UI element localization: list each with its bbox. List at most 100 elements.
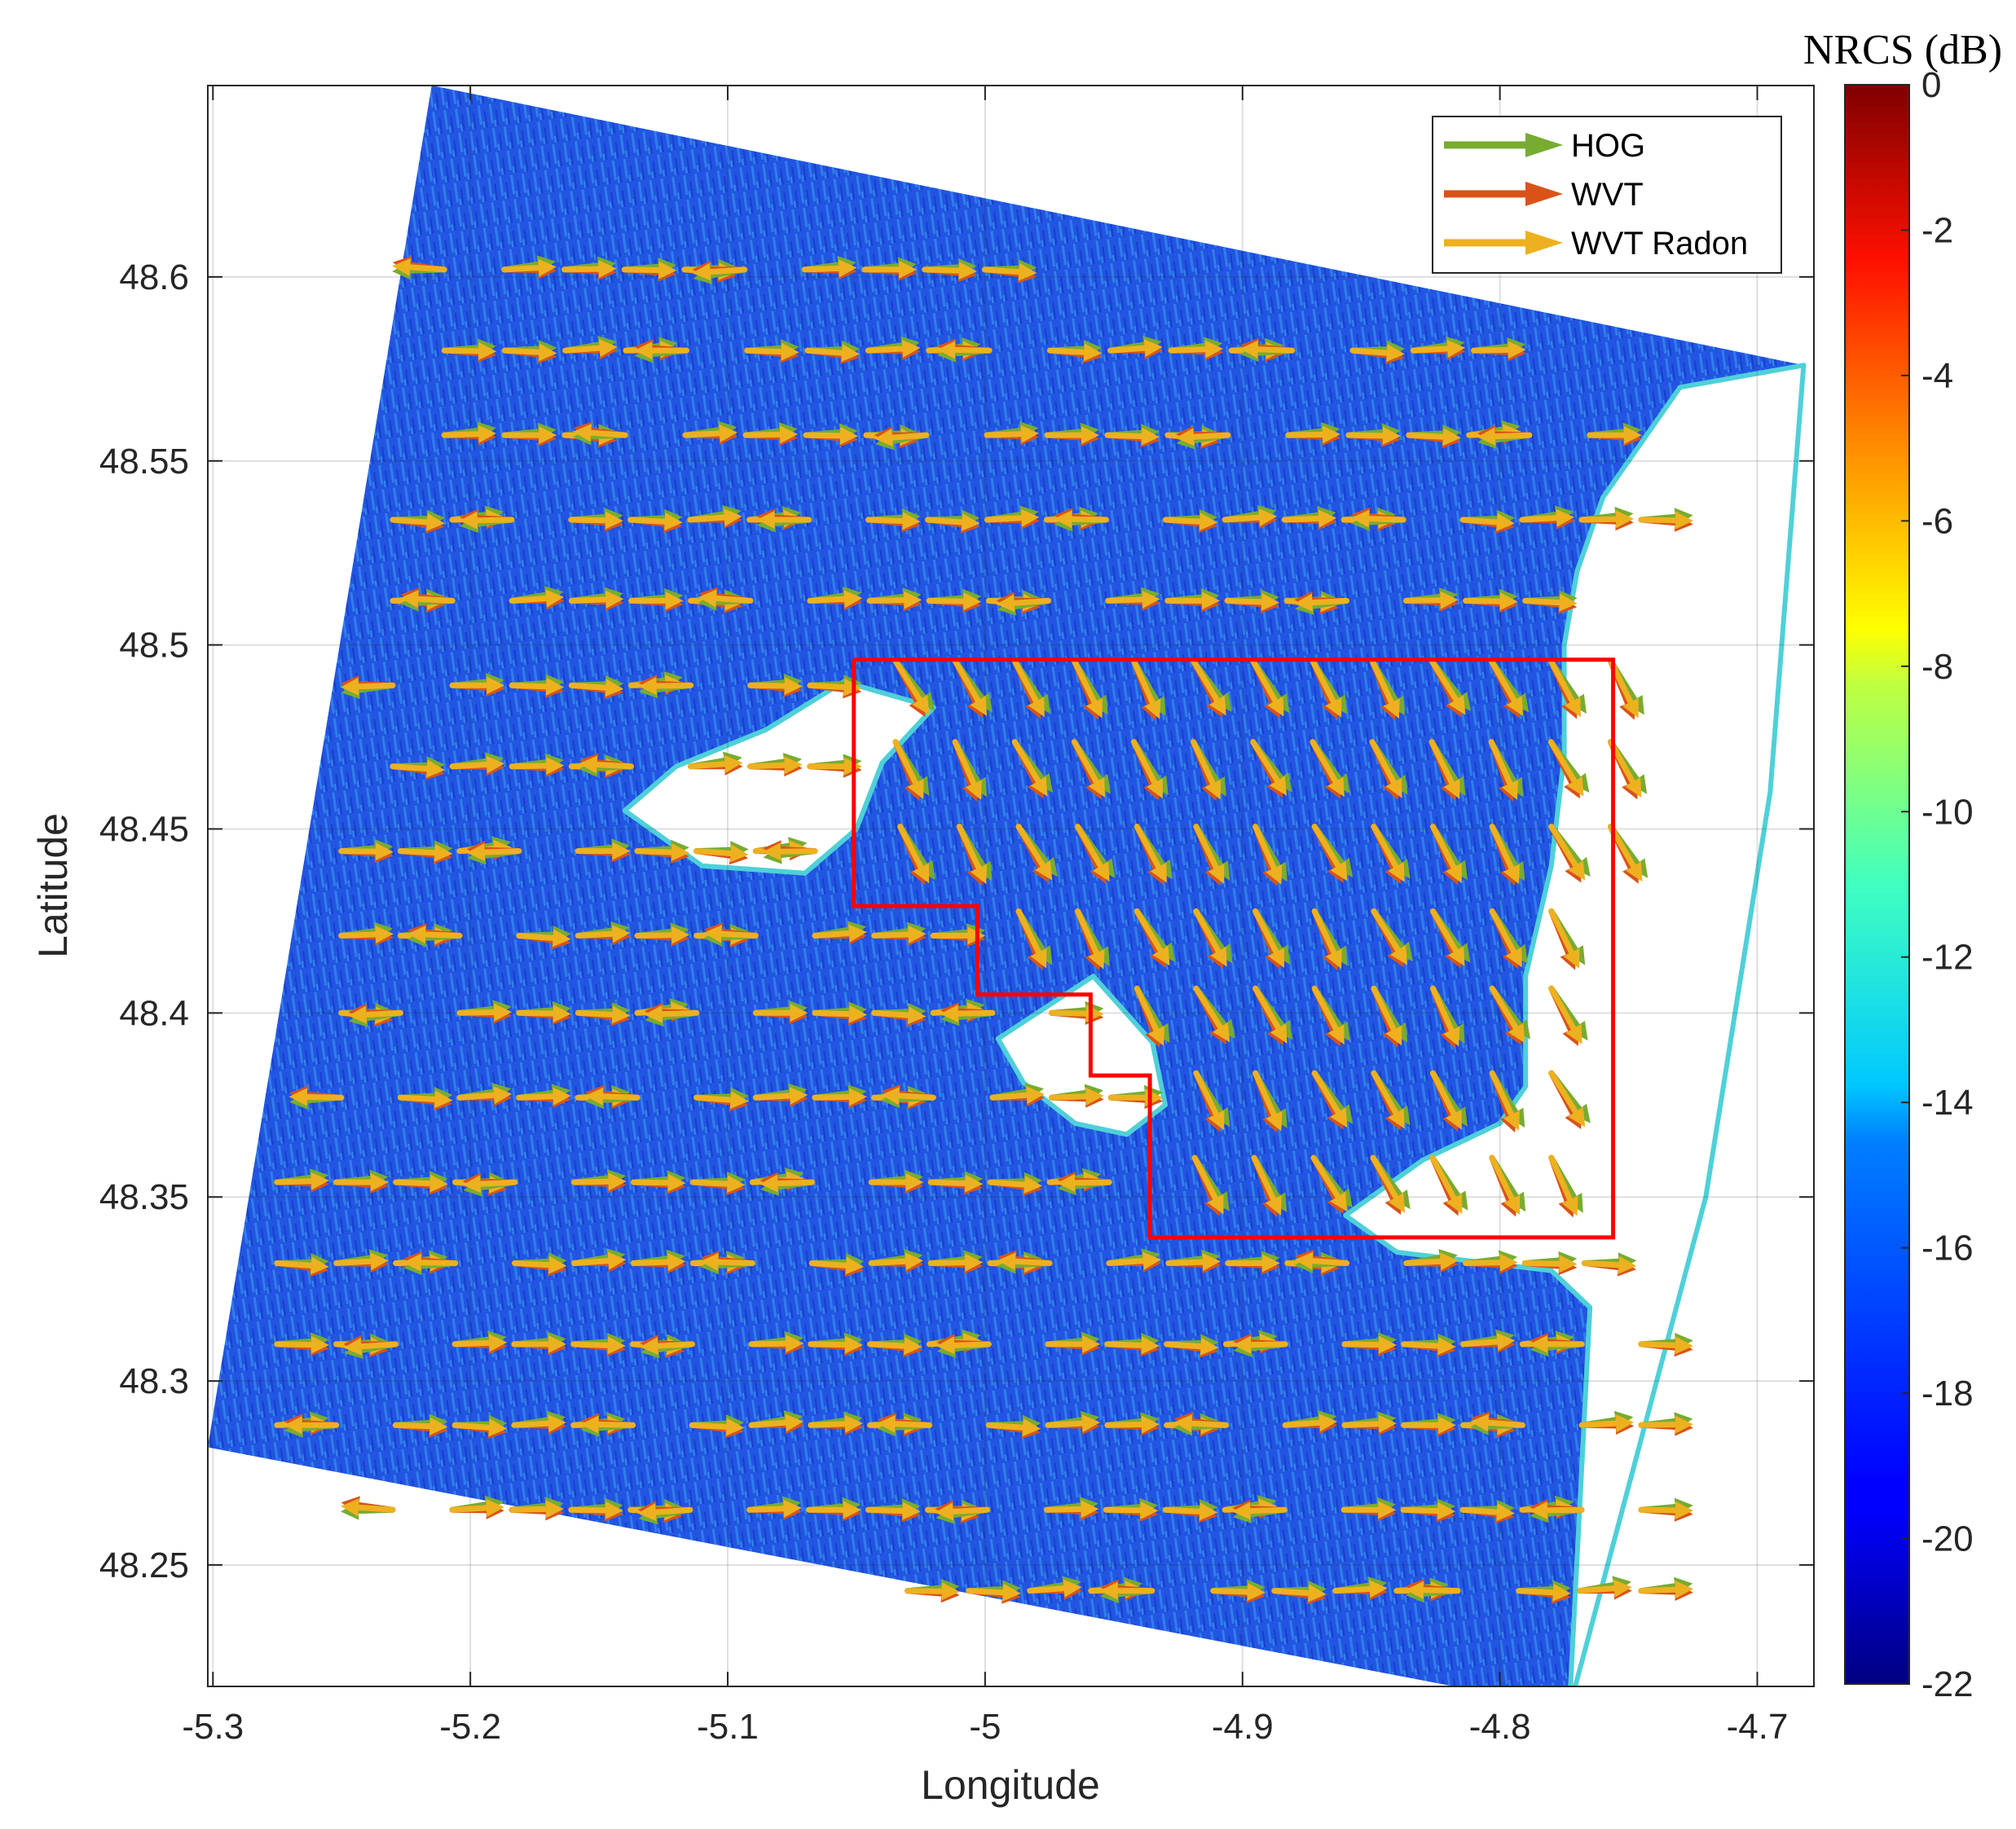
- vector-arrow-wvt-radon-shaft: [333, 1258, 374, 1266]
- vector-arrow-wvt-radon-head: [845, 1256, 865, 1275]
- vector-arrow-wvt-radon: [1340, 1501, 1397, 1519]
- vector-arrow-wvt-radon-head: [545, 677, 565, 696]
- vector-arrow-wvt-radon-shaft: [867, 1341, 908, 1349]
- vector-arrow-wvt-radon: [1547, 657, 1581, 718]
- vector-arrow-wvt-radon: [808, 1256, 865, 1275]
- vector-arrow-wvt-radon: [1577, 1579, 1632, 1598]
- vector-arrow-wvt-radon-head: [1530, 1501, 1548, 1519]
- vector-arrow-wvt-radon-shaft: [1638, 1341, 1679, 1348]
- vector-arrow-wvt-radon-head: [1566, 776, 1584, 797]
- vector-arrow-wvt-radon: [568, 679, 624, 697]
- vector-arrow-wvt-radon-shaft: [304, 1094, 345, 1101]
- vector-arrow-wvt-radon-head: [1266, 1110, 1283, 1132]
- vector-arrow-wvt-radon-shaft: [777, 848, 818, 855]
- vector-arrow-wvt-radon: [1530, 1334, 1585, 1353]
- vector-arrow-wvt-radon-shaft: [1310, 1258, 1350, 1266]
- vector-arrow-wvt-radon: [1015, 908, 1047, 969]
- vector-arrow-wvt-radon: [1107, 339, 1163, 358]
- vector-arrow-wvt-radon-shaft: [985, 1422, 1026, 1431]
- vector-arrow-wvt-radon-head: [786, 1334, 804, 1353]
- vector-arrow-wvt-radon-head: [1446, 863, 1462, 884]
- vector-arrow-wvt-radon-head: [341, 1498, 359, 1517]
- vector-arrow-wvt-radon-head: [611, 1005, 631, 1024]
- vector-arrow-wvt-radon-head: [848, 924, 867, 943]
- vector-arrow-wvt-radon: [1252, 824, 1283, 885]
- vector-arrow-wvt-radon: [752, 1087, 808, 1105]
- vector-arrow-wvt-radon-shaft: [588, 429, 628, 438]
- vector-arrow-wvt-radon-head: [1625, 777, 1642, 798]
- vector-arrow-wvt-radon: [640, 1337, 695, 1356]
- vector-arrow-wvt-radon-head: [1388, 1193, 1405, 1213]
- vector-arrow-wvt-radon-shaft: [966, 1588, 1006, 1596]
- vector-arrow-wvt-radon: [398, 843, 453, 862]
- vector-arrow-wvt-radon: [1011, 739, 1048, 797]
- vector-arrow-wvt-radon-shaft: [1522, 597, 1563, 606]
- vector-arrow-wvt-radon-head: [1559, 1255, 1578, 1273]
- vector-arrow-wvt-radon-shaft: [1341, 1421, 1382, 1428]
- vector-arrow-wvt-radon: [274, 1335, 329, 1354]
- vector-arrow-wvt-radon: [1548, 985, 1582, 1044]
- vector-arrow-wvt-radon-head: [1022, 1418, 1041, 1437]
- vector-arrow-wvt-radon-shaft: [682, 430, 723, 438]
- vector-field: [274, 255, 1693, 1605]
- vector-arrow-wvt-radon-head: [1294, 1251, 1314, 1270]
- vector-arrow-wvt-radon: [1349, 344, 1405, 363]
- vector-arrow-wvt-radon: [1522, 593, 1578, 612]
- vector-arrow-wvt-radon-shaft: [1071, 657, 1098, 706]
- vector-arrow-wvt-radon-shaft: [1162, 517, 1203, 525]
- vector-arrow-wvt-radon-shaft: [952, 739, 977, 787]
- legend-entry: WVT Radon: [1444, 226, 1748, 262]
- colorbar: NRCS (dB) 0 -2 -4 -6 -8 -10 -12 -14 -16 -18 -20 -22: [1803, 27, 2002, 1704]
- vector-arrow-wvt-radon-shaft: [1107, 345, 1148, 354]
- legend-swatch-head: [1525, 133, 1563, 157]
- vector-arrow-wvt-radon: [803, 426, 858, 445]
- vector-arrow-wvt-radon-shaft: [746, 1506, 787, 1513]
- vector-arrow-wvt-radon: [1371, 985, 1402, 1046]
- vector-arrow-wvt-radon: [398, 1090, 453, 1109]
- vector-arrow-wvt-radon: [922, 262, 977, 280]
- vector-arrow-wvt-radon: [1057, 1173, 1112, 1192]
- vector-arrow-wvt-radon-shaft: [1430, 824, 1457, 870]
- vector-arrow-wvt-radon-head: [548, 1414, 566, 1433]
- vector-arrow-wvt-radon-shaft: [693, 848, 734, 856]
- vector-arrow-wvt-radon-shaft: [1430, 1070, 1457, 1117]
- vector-arrow-wvt-radon-shaft: [982, 266, 1022, 275]
- vector-arrow-wvt-radon-head: [997, 1252, 1016, 1271]
- vector-arrow-wvt-radon: [1071, 739, 1106, 798]
- y-tick-label: 48.5: [119, 626, 189, 666]
- sar-texture: [208, 86, 1804, 1686]
- vector-arrow-wvt-radon-head: [907, 1006, 927, 1025]
- vector-arrow-wvt-radon-shaft: [502, 347, 542, 355]
- vector-arrow-wvt-radon-head: [664, 512, 683, 531]
- vector-arrow-wvt-radon-head: [665, 591, 684, 610]
- vector-arrow-wvt-radon: [508, 757, 565, 775]
- vector-arrow-wvt-radon: [1027, 1579, 1082, 1598]
- vector-arrow-wvt-radon-head: [848, 1005, 867, 1023]
- vector-arrow-wvt-radon: [390, 759, 445, 778]
- vector-arrow-wvt-radon: [756, 511, 812, 529]
- vector-arrow-wvt-radon-head: [839, 426, 858, 445]
- vector-arrow-wvt-radon-head: [1625, 861, 1643, 882]
- vector-arrow-wvt-radon: [1075, 908, 1105, 969]
- vector-arrow-wvt-radon-shaft: [1428, 657, 1459, 703]
- vector-arrow-wvt-radon-head: [1675, 1501, 1693, 1519]
- vector-arrow-wvt-radon-head: [726, 1175, 746, 1194]
- vector-arrow-wvt-radon-head: [1556, 508, 1574, 527]
- vector-arrow-wvt-radon-head: [1028, 697, 1045, 718]
- vector-arrow-wvt-radon-shaft: [1310, 657, 1336, 705]
- vector-arrow-wvt-radon: [1578, 1414, 1635, 1433]
- vector-arrow-wvt-radon-shaft: [927, 1179, 968, 1187]
- vector-arrow-wvt-radon: [502, 343, 557, 362]
- vector-arrow-wvt-radon: [1311, 1070, 1348, 1128]
- vector-arrow-wvt-radon-head: [671, 843, 689, 861]
- vector-arrow-wvt-radon-head: [1247, 1583, 1266, 1601]
- vector-arrow-wvt-radon: [1285, 425, 1340, 444]
- vector-arrow-wvt-radon-head: [1318, 509, 1337, 528]
- vector-arrow-wvt-radon-shaft: [338, 848, 379, 855]
- vector-arrow-wvt-radon-head: [552, 929, 571, 947]
- vector-arrow-wvt-radon-head: [1201, 591, 1220, 610]
- vector-arrow-wvt-radon-head: [912, 695, 930, 715]
- vector-arrow-wvt-radon-shaft: [415, 596, 456, 604]
- vector-arrow-wvt-radon-head: [698, 589, 717, 608]
- vector-arrow-wvt-radon-head: [729, 844, 749, 863]
